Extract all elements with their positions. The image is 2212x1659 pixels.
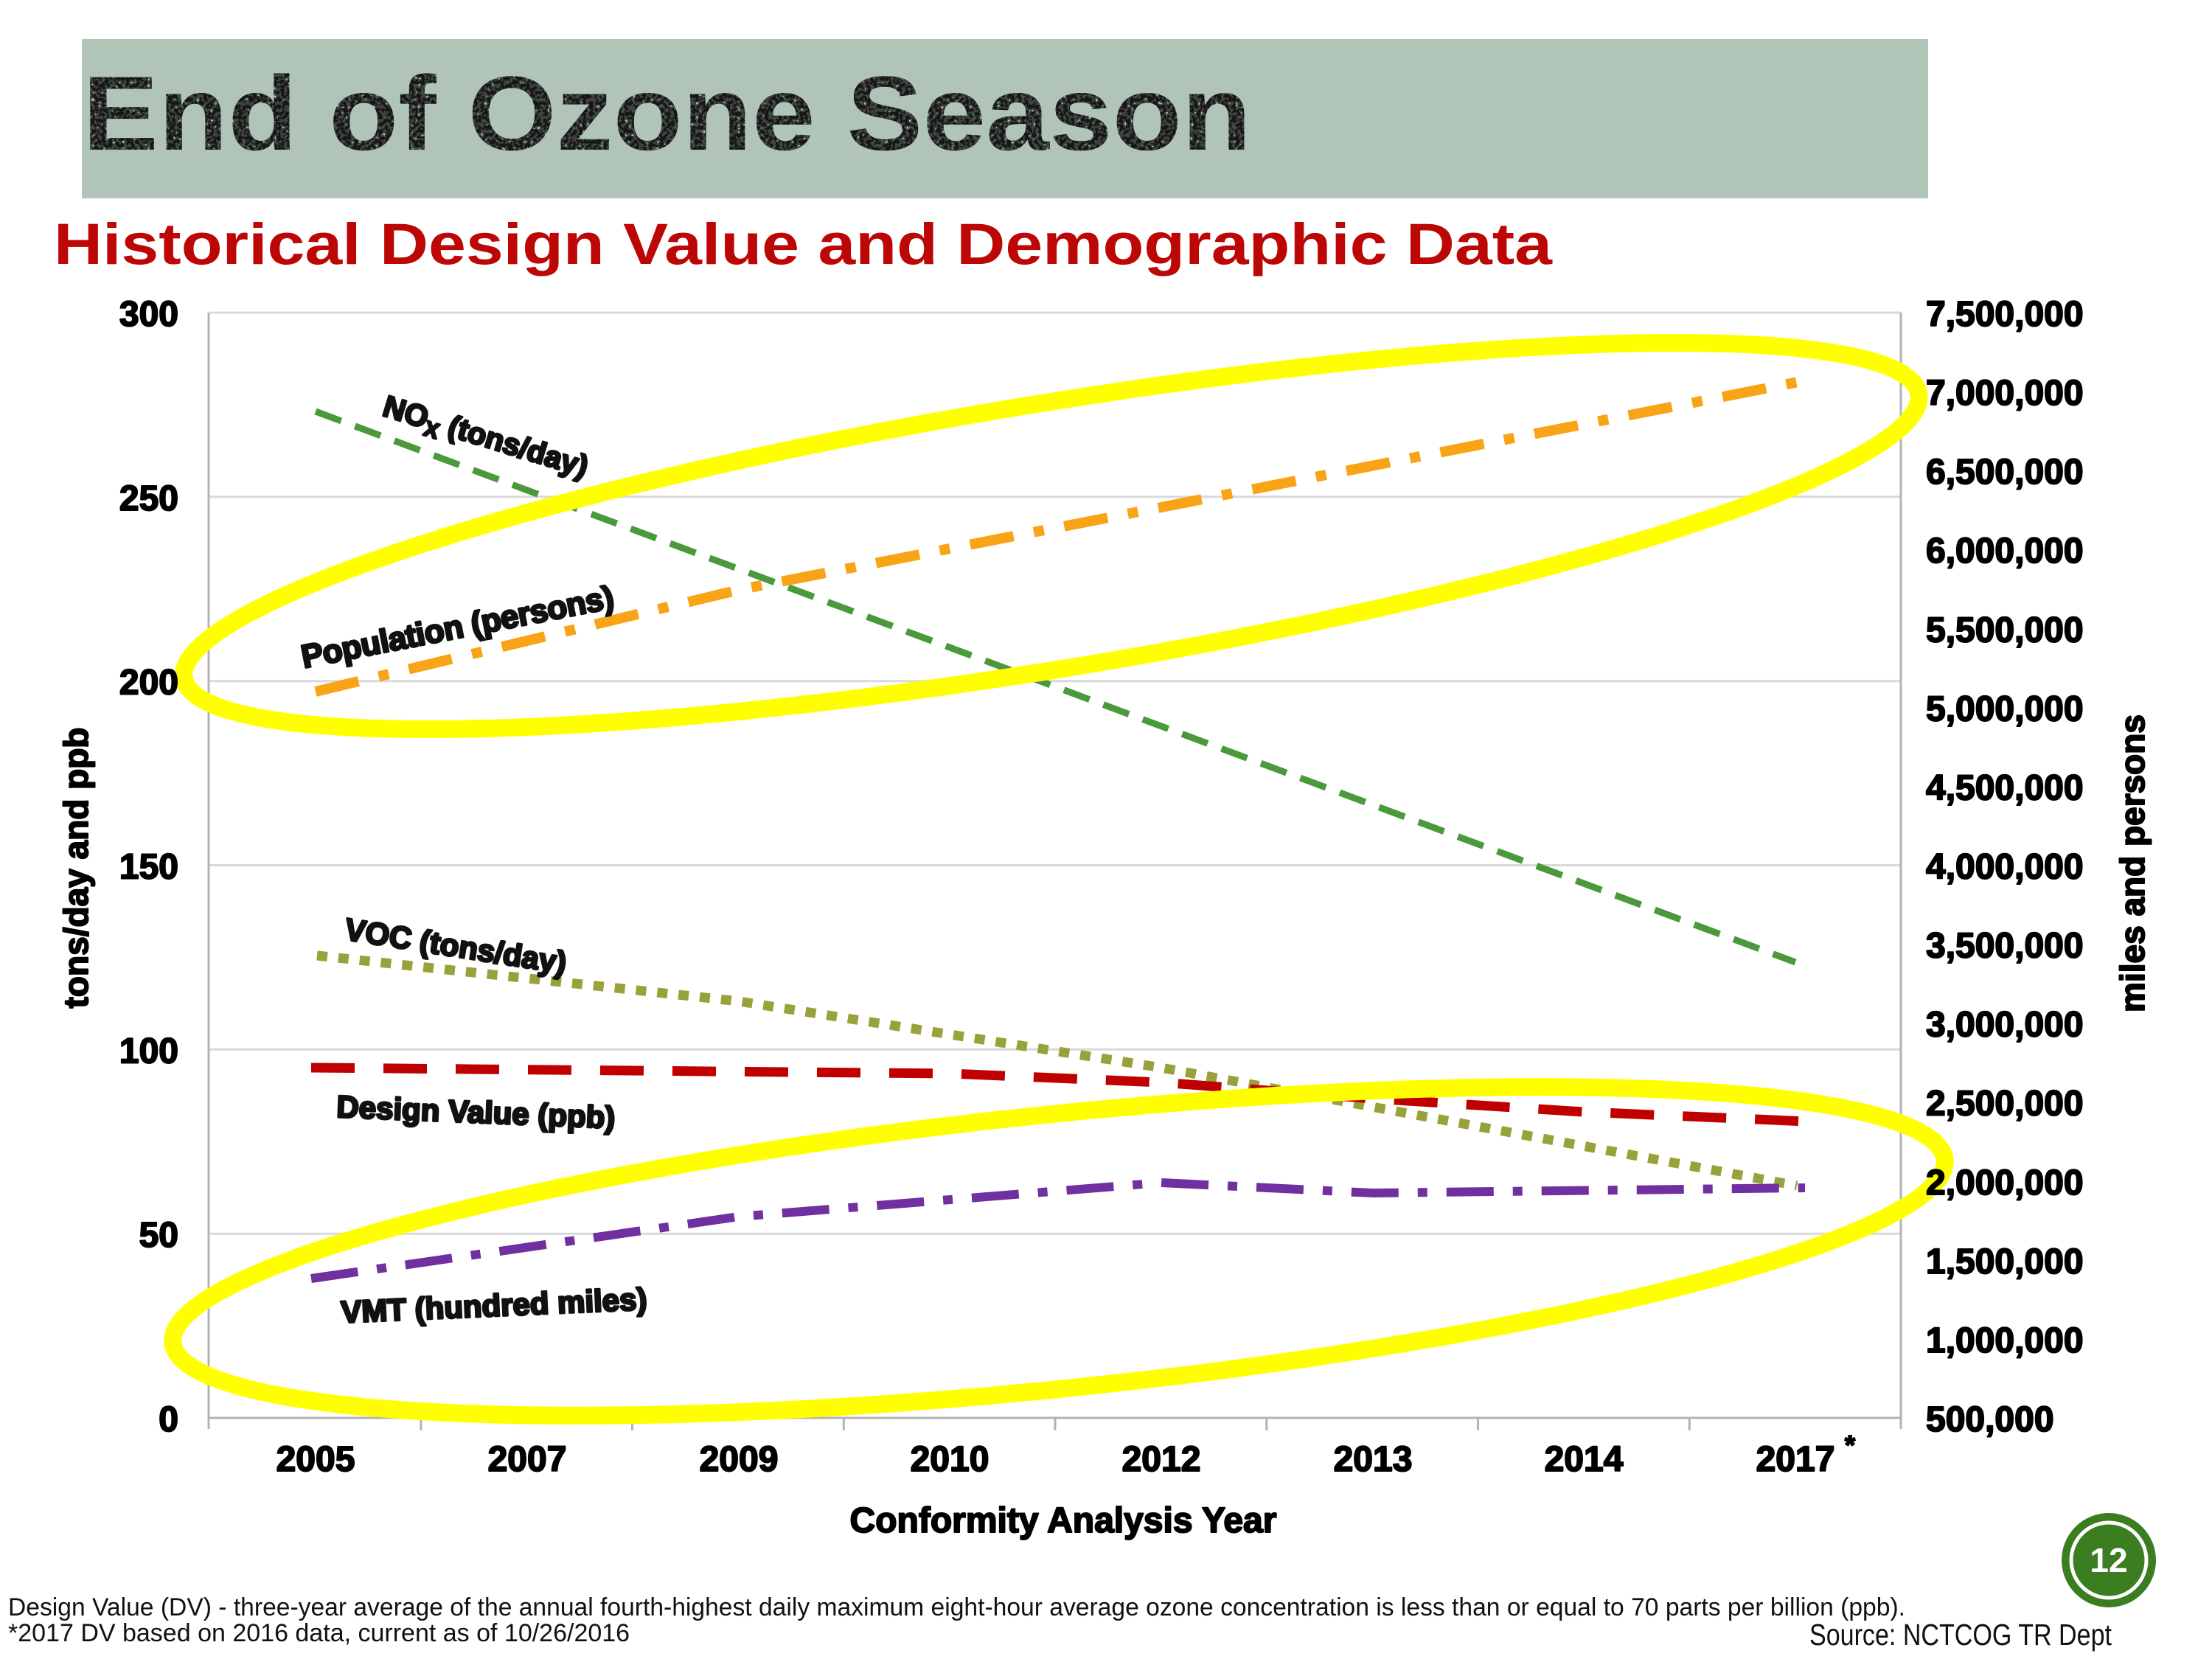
svg-text:2014: 2014: [1545, 1440, 1624, 1479]
svg-text:3,500,000: 3,500,000: [1926, 927, 2084, 966]
svg-text:Design Value (DV) - three-year: Design Value (DV) - three-year average o…: [8, 1593, 1905, 1621]
svg-text:1,500,000: 1,500,000: [1926, 1242, 2084, 1281]
svg-text:300: 300: [119, 295, 178, 334]
svg-text:3,000,000: 3,000,000: [1926, 1006, 2084, 1045]
svg-text:0: 0: [159, 1400, 178, 1439]
svg-text:Source: NCTCOG TR Dept: Source: NCTCOG TR Dept: [1809, 1618, 2112, 1652]
svg-text:tons/day and ppb: tons/day and ppb: [57, 728, 95, 1009]
svg-text:6,000,000: 6,000,000: [1926, 532, 2084, 571]
svg-text:2,500,000: 2,500,000: [1926, 1085, 2084, 1124]
svg-text:150: 150: [119, 848, 178, 887]
svg-text:VOC (tons/day): VOC (tons/day): [343, 911, 569, 980]
svg-text:2,000,000: 2,000,000: [1926, 1164, 2084, 1203]
svg-text:Historical Design Value and De: Historical Design Value and Demographic …: [54, 211, 1553, 276]
svg-text:5,500,000: 5,500,000: [1926, 611, 2084, 650]
svg-text:2017: 2017: [1756, 1440, 1835, 1479]
svg-text:2009: 2009: [700, 1440, 779, 1479]
svg-text:*: *: [1845, 1430, 1855, 1460]
svg-text:5,000,000: 5,000,000: [1926, 689, 2084, 728]
svg-text:2007: 2007: [488, 1440, 567, 1479]
svg-text:1,000,000: 1,000,000: [1926, 1321, 2084, 1360]
svg-text:7,500,000: 7,500,000: [1926, 295, 2084, 334]
svg-text:250: 250: [119, 479, 178, 518]
svg-text:12: 12: [2090, 1541, 2127, 1579]
svg-text:Conformity Analysis Year: Conformity Analysis Year: [850, 1501, 1277, 1540]
svg-text:miles and persons: miles and persons: [2113, 714, 2152, 1012]
svg-text:4,500,000: 4,500,000: [1926, 768, 2084, 807]
svg-text:*2017 DV based on 2016 data, c: *2017 DV based on 2016 data, current as …: [8, 1619, 630, 1647]
svg-text:6,500,000: 6,500,000: [1926, 453, 2084, 492]
svg-text:2010: 2010: [911, 1440, 990, 1479]
svg-text:Design Value (ppb): Design Value (ppb): [336, 1089, 616, 1135]
svg-text:200: 200: [119, 664, 178, 703]
svg-text:500,000: 500,000: [1926, 1400, 2054, 1439]
svg-text:VMT (hundred miles): VMT (hundred miles): [340, 1281, 647, 1329]
svg-text:2012: 2012: [1122, 1440, 1201, 1479]
svg-text:2013: 2013: [1334, 1440, 1413, 1479]
svg-text:2005: 2005: [276, 1440, 355, 1479]
svg-text:7,000,000: 7,000,000: [1926, 374, 2084, 413]
svg-text:100: 100: [119, 1032, 178, 1071]
svg-text:End of Ozone Season: End of Ozone Season: [83, 55, 1251, 173]
svg-text:4,000,000: 4,000,000: [1926, 848, 2084, 887]
svg-text:50: 50: [139, 1216, 178, 1255]
